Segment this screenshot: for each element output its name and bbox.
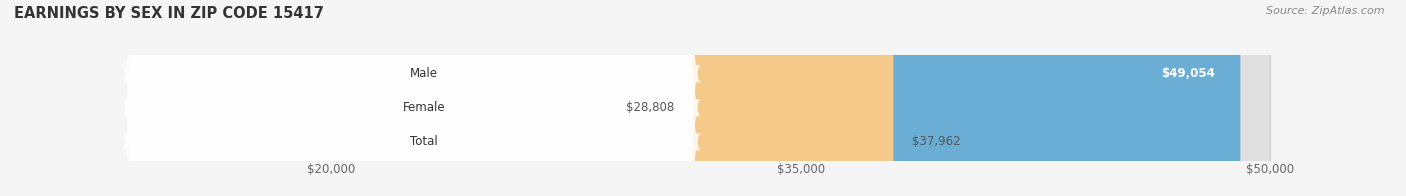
FancyBboxPatch shape [332,0,893,196]
Text: Male: Male [409,67,437,80]
FancyBboxPatch shape [232,0,707,196]
FancyBboxPatch shape [332,0,1270,196]
FancyBboxPatch shape [122,0,700,196]
Text: Female: Female [402,101,446,114]
FancyBboxPatch shape [122,0,700,196]
Text: Source: ZipAtlas.com: Source: ZipAtlas.com [1267,6,1385,16]
FancyBboxPatch shape [332,0,1240,196]
Text: $37,962: $37,962 [912,135,960,148]
FancyBboxPatch shape [122,0,700,196]
FancyBboxPatch shape [332,0,1270,196]
Text: $28,808: $28,808 [626,101,673,114]
Text: Total: Total [411,135,437,148]
Text: EARNINGS BY SEX IN ZIP CODE 15417: EARNINGS BY SEX IN ZIP CODE 15417 [14,6,323,21]
FancyBboxPatch shape [332,0,1270,196]
Text: $49,054: $49,054 [1161,67,1215,80]
